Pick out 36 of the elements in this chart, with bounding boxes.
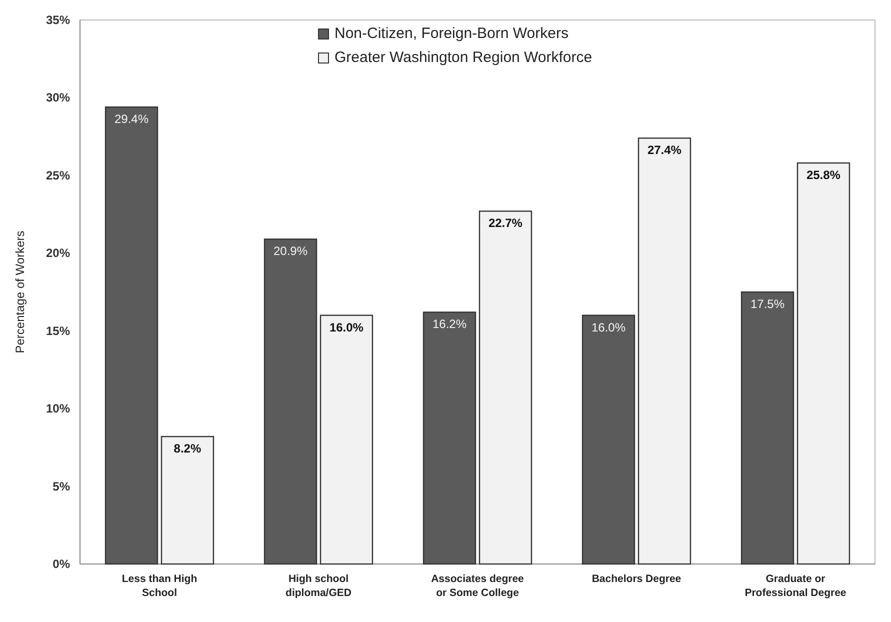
y-tick-label: 0% — [52, 557, 70, 571]
x-tick-label: High school diploma/GED — [286, 573, 352, 599]
bar — [478, 210, 532, 565]
data-label: 25.8% — [806, 168, 841, 182]
x-tick-label: Less than High School — [122, 573, 198, 599]
legend-label: Greater Washington Region Workforce — [334, 49, 592, 66]
bar — [582, 314, 636, 565]
y-tick-label: 10% — [46, 402, 70, 416]
data-label: 16.0% — [592, 320, 626, 334]
x-tick-label: Graduate or Professional Degree — [744, 573, 846, 599]
data-label: 27.4% — [647, 143, 682, 158]
data-label: 20.9% — [274, 244, 308, 258]
bar — [740, 291, 794, 565]
y-tick-label: 20% — [46, 246, 70, 260]
x-tick-label: Associates degree or Some College — [431, 573, 524, 599]
legend-label: Non-Citizen, Foreign-Born Workers — [334, 25, 568, 42]
y-axis-title: Percentage of Workers — [13, 230, 27, 354]
bar — [796, 162, 850, 565]
y-tick-label: 15% — [46, 324, 70, 338]
data-label: 16.0% — [329, 320, 364, 334]
bar — [104, 106, 158, 565]
data-label: 8.2% — [174, 442, 202, 456]
data-label: 16.2% — [432, 317, 467, 332]
bar — [160, 436, 214, 565]
y-tick-label: 30% — [46, 90, 70, 105]
bar — [264, 238, 318, 565]
bar — [422, 312, 476, 565]
y-tick-label: 5% — [52, 479, 70, 494]
bar — [320, 314, 374, 565]
data-label: 17.5% — [750, 297, 785, 311]
y-tick-label: 35% — [46, 13, 70, 27]
x-tick-label: Bachelors Degree — [592, 573, 682, 585]
y-tick-label: 25% — [46, 168, 70, 182]
data-label: 22.7% — [488, 216, 523, 230]
bar — [638, 138, 692, 565]
data-label: 29.4% — [114, 112, 149, 126]
